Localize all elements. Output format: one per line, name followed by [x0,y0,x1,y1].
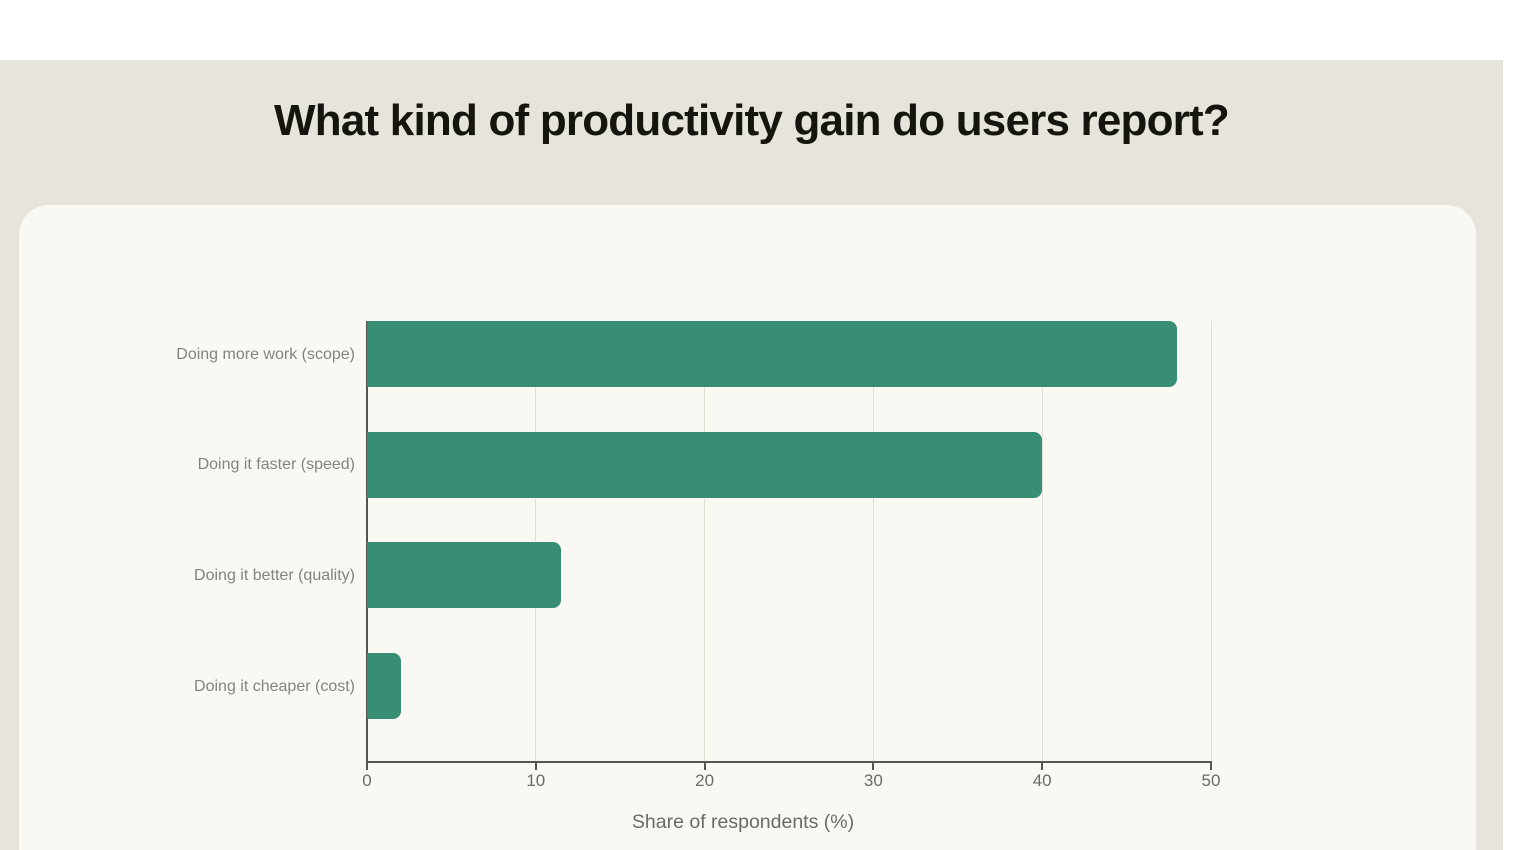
x-tick-label: 20 [695,771,715,790]
bar [367,542,562,609]
axis-tick [703,763,706,770]
axis-tick [366,763,368,770]
category-label: Doing more work (scope) [176,345,355,363]
gridline [1041,321,1043,762]
y-axis-line [365,321,368,763]
gridline [704,321,706,762]
x-tick-label: 30 [863,771,883,790]
gridline [872,321,874,762]
bar [367,653,401,720]
bar [367,321,1178,387]
page-title: What kind of productivity gain do users … [274,96,1230,145]
gridline [1210,321,1212,762]
x-tick-label: 0 [362,771,372,790]
axis-tick [1210,763,1212,770]
axis-tick [1041,763,1044,770]
bar [367,431,1043,498]
chart-card [19,205,1476,850]
x-tick-label: 40 [1032,771,1052,790]
x-tick-label: 50 [1201,771,1221,790]
x-axis-title: Share of respondents (%) [631,811,855,833]
axis-tick [872,763,875,770]
category-label: Doing it better (quality) [194,566,355,584]
axis-tick [534,763,537,770]
category-label: Doing it cheaper (cost) [194,677,355,695]
x-axis-line [365,761,1212,763]
gridline [535,321,537,762]
category-label: Doing it faster (speed) [197,456,355,474]
x-tick-label: 10 [526,771,546,790]
